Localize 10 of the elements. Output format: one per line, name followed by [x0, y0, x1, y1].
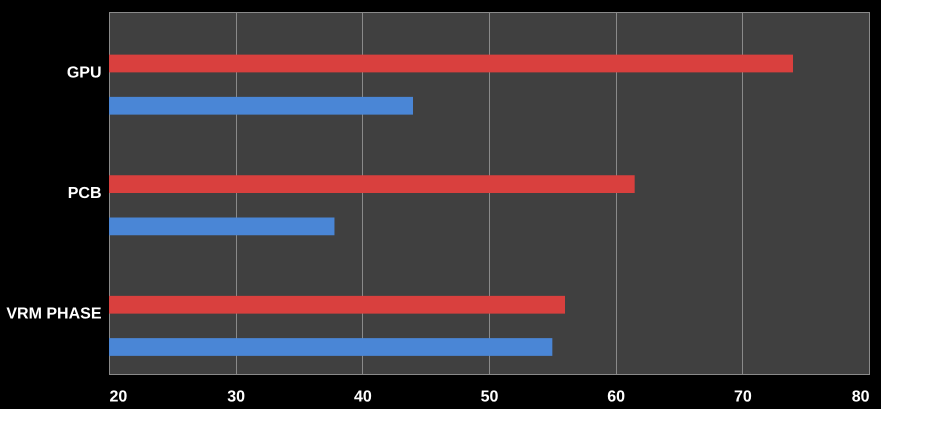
- x-tick-label: 30: [227, 388, 246, 406]
- y-tick-label: PCB: [68, 185, 102, 202]
- x-tick-label: 60: [607, 388, 626, 406]
- x-tick-label: 20: [110, 388, 128, 406]
- y-tick-label: VRM PHASE: [6, 306, 102, 323]
- x-tick-label: 40: [354, 388, 372, 406]
- y-tick-label: GPU: [66, 64, 102, 82]
- x-tick-label: 80: [852, 388, 870, 406]
- x-tick-label: 70: [734, 388, 752, 406]
- x-tick-label: 50: [480, 388, 498, 406]
